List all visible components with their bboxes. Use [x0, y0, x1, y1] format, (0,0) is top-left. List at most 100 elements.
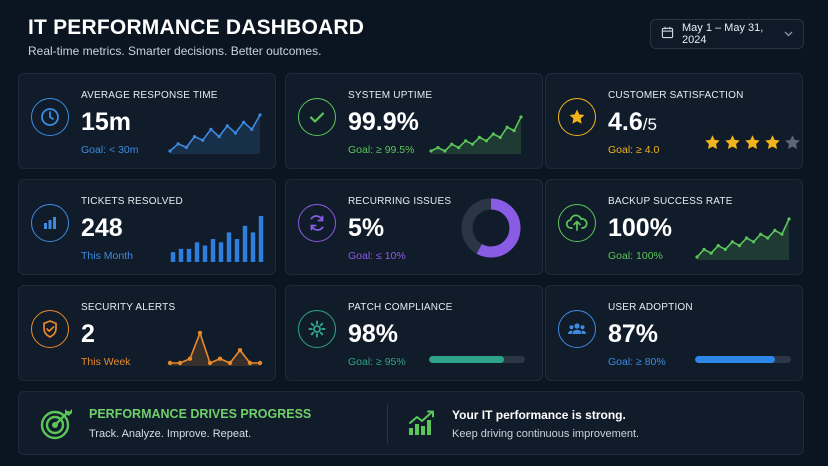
- sparkline-line: [696, 218, 790, 258]
- card-goal: This Month: [81, 250, 133, 262]
- sparkline-point: [519, 115, 523, 119]
- card-goal: Goal: ≥ 95%: [348, 356, 406, 368]
- card-security[interactable]: SECURITY ALERTS 2 This Week: [18, 285, 276, 381]
- users-icon: [558, 310, 596, 348]
- card-goal: Goal: ≥ 99.5%: [348, 144, 415, 156]
- refresh-icon: [298, 204, 336, 242]
- sparkline-point: [217, 135, 221, 139]
- sparkline-point: [201, 138, 205, 142]
- card-backup[interactable]: BACKUP SUCCESS RATE 100% Goal: 100%: [545, 179, 803, 275]
- adoption-progress-bar: [695, 356, 791, 363]
- sparkline-point: [429, 149, 433, 153]
- card-satisfaction[interactable]: CUSTOMER SATISFACTION 4.6/5 Goal: ≥ 4.0: [545, 73, 803, 169]
- sparkline-point: [436, 146, 440, 150]
- target-icon: [39, 406, 75, 447]
- tickets-bar: [258, 216, 264, 262]
- card-label: USER ADOPTION: [608, 302, 693, 313]
- header-subtitle: Real-time metrics. Smarter decisions. Be…: [28, 44, 322, 58]
- adoption-progress-fill: [695, 356, 775, 363]
- star-filled-icon: [765, 135, 780, 150]
- sparkline-point: [209, 127, 213, 131]
- card-tickets[interactable]: TICKETS RESOLVED 248 This Month: [18, 179, 276, 275]
- satisfaction-scale: /5: [642, 115, 657, 134]
- tickets-bar: [218, 242, 224, 262]
- growth-chart-icon: [407, 409, 437, 442]
- footer-banner: PERFORMANCE DRIVES PROGRESS Track. Analy…: [18, 391, 804, 455]
- card-response-time[interactable]: AVERAGE RESPONSE TIME 15m Goal: < 30m: [18, 73, 276, 169]
- header-title: IT PERFORMANCE DASHBOARD: [28, 16, 365, 39]
- recurring-donut-chart: [461, 198, 521, 258]
- card-goal: This Week: [81, 356, 131, 368]
- card-value: 4.6/5: [608, 108, 657, 137]
- patch-progress-fill: [429, 356, 504, 363]
- card-value: 98%: [348, 320, 399, 348]
- sparkline-point: [257, 360, 263, 366]
- sparkline-point: [484, 139, 488, 143]
- donut-segment: [461, 198, 521, 258]
- footer-title: PERFORMANCE DRIVES PROGRESS: [89, 407, 312, 421]
- tickets-bar: [226, 232, 232, 262]
- clock-icon: [31, 98, 69, 136]
- tickets-bar: [234, 239, 240, 262]
- security-alerts-sparkline: [167, 330, 263, 366]
- footer-divider: [387, 404, 388, 444]
- card-label: BACKUP SUCCESS RATE: [608, 196, 733, 207]
- card-value: 5%: [348, 214, 385, 242]
- sparkline-point: [498, 135, 502, 139]
- sparkline-point: [197, 330, 203, 336]
- card-adoption[interactable]: USER ADOPTION 87% Goal: ≥ 80%: [545, 285, 803, 381]
- sparkline-point: [477, 135, 482, 139]
- sparkline-point: [247, 360, 253, 366]
- sparkline-point: [730, 240, 734, 244]
- sparkline-point: [505, 125, 509, 129]
- card-goal: Goal: ≥ 4.0: [608, 144, 660, 156]
- star-icon: [558, 98, 596, 136]
- sparkline-point: [737, 244, 742, 248]
- tickets-bar: [178, 248, 184, 262]
- sparkline-point: [450, 142, 454, 146]
- sparkline-point: [457, 146, 461, 150]
- sparkline-point: [780, 232, 784, 236]
- card-label: SYSTEM UPTIME: [348, 90, 433, 101]
- sparkline-point: [695, 255, 699, 259]
- card-label: TICKETS RESOLVED: [81, 196, 183, 207]
- card-uptime[interactable]: SYSTEM UPTIME 99.9% Goal: ≥ 99.5%: [285, 73, 543, 169]
- sparkline-point: [787, 217, 791, 221]
- card-value: 15m: [81, 108, 132, 136]
- sparkline-point: [184, 145, 188, 149]
- date-range-label: May 1 – May 31, 2024: [682, 22, 764, 46]
- sparkline-point: [258, 113, 262, 117]
- sparkline-point: [233, 131, 238, 135]
- tickets-bar: [202, 245, 208, 262]
- card-value: 2: [81, 320, 95, 348]
- sparkline-point: [207, 360, 213, 366]
- card-label: CUSTOMER SATISFACTION: [608, 90, 744, 101]
- card-recurring[interactable]: RECURRING ISSUES 5% Goal: ≤ 10%: [285, 179, 543, 275]
- card-goal: Goal: < 30m: [81, 144, 139, 156]
- sparkline-area: [697, 219, 789, 260]
- footer-message-title: Your IT performance is strong.: [452, 408, 626, 422]
- sparkline-point: [250, 127, 254, 131]
- tickets-bar: [242, 225, 248, 262]
- uptime-sparkline: [429, 115, 523, 154]
- calendar-icon: [661, 26, 674, 42]
- date-range-picker[interactable]: May 1 – May 31, 2024: [650, 19, 804, 49]
- tickets-bar: [186, 248, 192, 262]
- card-patch[interactable]: PATCH COMPLIANCE 98% Goal: ≥ 95%: [285, 285, 543, 381]
- sparkline-point: [237, 347, 243, 353]
- rating-stars: [704, 134, 801, 151]
- card-value: 87%: [608, 320, 659, 348]
- sparkline-point: [187, 356, 193, 361]
- sparkline-point: [168, 149, 172, 153]
- sparkline-point: [773, 228, 777, 232]
- card-label: SECURITY ALERTS: [81, 302, 176, 313]
- tickets-bar: [170, 252, 176, 262]
- gear-icon: [298, 310, 336, 348]
- sparkline-point: [766, 236, 770, 240]
- card-label: PATCH COMPLIANCE: [348, 302, 453, 313]
- star-filled-icon: [745, 135, 760, 150]
- sparkline-area: [170, 115, 260, 154]
- card-goal: Goal: ≥ 80%: [608, 356, 666, 368]
- sparkline-line: [170, 332, 260, 364]
- sparkline-point: [242, 120, 246, 124]
